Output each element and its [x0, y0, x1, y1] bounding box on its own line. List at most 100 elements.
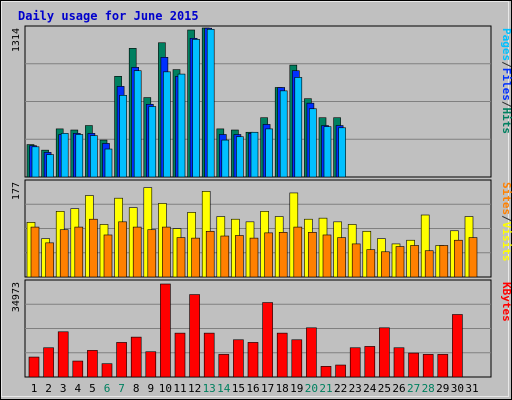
bar-pages-day-12 — [192, 39, 200, 178]
bar-kbytes-day-28 — [422, 354, 434, 378]
x-tick-label-day-24: 24 — [363, 382, 377, 395]
bar-sites-day-22 — [337, 237, 346, 278]
bar-kbytes-day-30 — [452, 314, 463, 378]
panel-bottom: 34973 KBytes — [11, 279, 512, 378]
bar-sites-day-13 — [205, 230, 215, 278]
bar-sites-day-29 — [439, 245, 449, 278]
bar-pages-day-22 — [338, 127, 346, 178]
bar-sites-day-26 — [395, 246, 405, 278]
bar-sites-day-11 — [176, 237, 186, 278]
bar-sites-day-4 — [74, 226, 84, 278]
bar-sites-day-30 — [454, 239, 463, 278]
bar-kbytes-day-9 — [145, 351, 157, 378]
bar-kbytes-day-18 — [276, 332, 288, 378]
bar-sites-day-28 — [424, 250, 434, 278]
bar-sites-day-16 — [249, 237, 259, 278]
x-tick-label-day-25: 25 — [378, 382, 391, 395]
bar-kbytes-day-10 — [160, 283, 171, 378]
panel-top-ymax-label: 1314 — [11, 28, 22, 52]
bar-kbytes-day-21 — [320, 366, 332, 378]
bar-kbytes-day-8 — [130, 336, 142, 378]
x-tick-label-day-21: 21 — [319, 382, 332, 395]
bar-sites-day-19 — [293, 226, 303, 278]
bar-kbytes-day-26 — [393, 347, 405, 378]
bar-sites-day-2 — [45, 242, 54, 278]
bar-pages-day-4 — [75, 134, 84, 178]
x-tick-label-day-3: 3 — [60, 382, 67, 395]
bar-pages-day-14 — [221, 139, 230, 178]
bar-pages-day-7 — [119, 95, 127, 178]
panel-bottom-axis-label: KBytes — [500, 282, 512, 322]
panel-middle: 177 Sites/Visits — [11, 179, 512, 278]
x-tick-label-day-11: 11 — [173, 382, 186, 395]
bar-kbytes-day-29 — [437, 354, 449, 378]
bar-kbytes-day-12 — [189, 294, 200, 378]
bar-pages-day-8 — [133, 70, 142, 178]
bar-sites-day-7 — [118, 221, 127, 278]
bar-sites-day-6 — [103, 234, 113, 278]
bar-sites-day-23 — [351, 243, 361, 278]
bar-sites-day-31 — [468, 237, 478, 278]
bar-kbytes-day-19 — [291, 339, 303, 378]
bar-pages-day-3 — [60, 133, 69, 178]
x-tick-label-day-7: 7 — [118, 382, 125, 395]
bar-pages-day-21 — [323, 126, 332, 178]
x-tick-label-day-30: 30 — [451, 382, 464, 395]
bar-sites-day-5 — [89, 218, 98, 278]
bar-kbytes-day-15 — [233, 339, 244, 378]
bar-pages-day-2 — [46, 154, 54, 178]
bar-sites-day-9 — [147, 229, 157, 278]
panel-middle-ymax-label: 177 — [11, 182, 22, 200]
x-tick-label-day-31: 31 — [465, 382, 478, 395]
bar-kbytes-day-24 — [364, 346, 376, 378]
bar-pages-day-9 — [148, 106, 157, 178]
x-tick-label-day-23: 23 — [349, 382, 362, 395]
x-tick-label-day-19: 19 — [290, 382, 303, 395]
bar-sites-day-1 — [30, 226, 40, 278]
x-tick-label-day-2: 2 — [45, 382, 52, 395]
x-tick-label-day-20: 20 — [305, 382, 318, 395]
bar-sites-day-8 — [132, 226, 142, 278]
x-tick-label-day-28: 28 — [422, 382, 435, 395]
x-tick-label-day-12: 12 — [188, 382, 201, 395]
bar-sites-day-21 — [322, 234, 332, 278]
bar-sites-day-17 — [264, 232, 273, 278]
bar-pages-day-17 — [265, 128, 273, 178]
bar-kbytes-day-17 — [262, 302, 273, 378]
bar-sites-day-15 — [235, 235, 244, 278]
bar-kbytes-day-23 — [349, 347, 361, 378]
x-tick-label-day-4: 4 — [74, 382, 81, 395]
bar-pages-day-16 — [250, 131, 259, 178]
bar-kbytes-day-14 — [218, 354, 230, 378]
bar-kbytes-day-3 — [57, 331, 69, 378]
bar-sites-day-24 — [366, 249, 376, 278]
bar-sites-day-12 — [191, 237, 200, 278]
bar-kbytes-day-25 — [379, 327, 390, 378]
bar-kbytes-day-2 — [43, 347, 54, 378]
panel-top: 1314 Pages/Files/Hits — [11, 25, 512, 178]
x-tick-label-day-26: 26 — [392, 382, 405, 395]
bar-kbytes-day-16 — [247, 342, 259, 378]
bar-pages-day-1 — [31, 146, 40, 178]
panel-middle-axis-label: Sites/Visits — [500, 182, 512, 262]
x-tick-label-day-9: 9 — [147, 382, 154, 395]
bar-kbytes-day-13 — [203, 332, 215, 378]
bar-sites-day-20 — [308, 232, 317, 278]
x-tick-label-day-18: 18 — [276, 382, 289, 395]
bar-pages-day-20 — [309, 108, 317, 178]
x-tick-label-day-6: 6 — [104, 382, 111, 395]
bar-kbytes-day-20 — [306, 327, 317, 378]
x-tick-label-day-1: 1 — [31, 382, 38, 395]
bar-sites-day-10 — [162, 226, 171, 278]
bar-pages-day-5 — [90, 135, 98, 178]
bar-sites-day-27 — [410, 245, 419, 278]
bar-pages-day-10 — [163, 71, 171, 178]
x-tick-label-day-27: 27 — [407, 382, 420, 395]
bar-kbytes-day-5 — [87, 350, 98, 378]
x-tick-label-day-16: 16 — [246, 382, 259, 395]
bar-sites-day-18 — [278, 232, 288, 278]
bar-sites-day-14 — [220, 235, 230, 278]
x-axis-labels: 1 2 3 4 5 6 7 8 9 10 11 12 13 14 15 16 17 18 19 20 21 22 23 24 2… — [31, 382, 479, 395]
